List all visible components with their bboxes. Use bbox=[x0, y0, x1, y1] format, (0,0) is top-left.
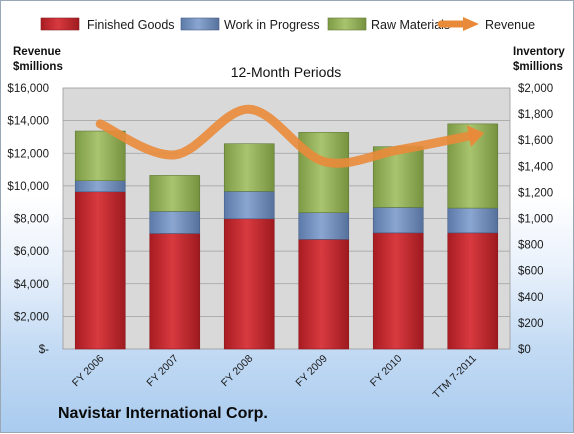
left-tick-label: $12,000 bbox=[7, 148, 49, 160]
right-tick-label: $1,000 bbox=[518, 214, 553, 226]
right-tick-label: $200 bbox=[518, 318, 544, 330]
company-name: Navistar International Corp. bbox=[58, 405, 268, 422]
x-tick-label: FY 2008 bbox=[219, 353, 256, 390]
legend-swatch-revenue bbox=[437, 17, 479, 31]
legend-label-raw-materials: Raw Materials bbox=[371, 18, 450, 32]
right-tick-label: $1,200 bbox=[518, 187, 553, 199]
right-tick-label: $1,600 bbox=[518, 135, 553, 147]
left-tick-label: $10,000 bbox=[7, 181, 49, 193]
revenue-line-path bbox=[95, 104, 478, 168]
left-axis-title-line1: Revenue bbox=[13, 46, 61, 58]
legend: Finished Goods Work in Progress Raw Mate… bbox=[40, 17, 535, 32]
bar-raw-materials-fy-2008 bbox=[223, 143, 275, 192]
x-tick-label: FY 2009 bbox=[293, 353, 330, 390]
revenue-arrowhead bbox=[466, 125, 485, 147]
revenue-line bbox=[95, 104, 485, 168]
left-axis-ticks: $- $2,000 $4,000 $6,000 $8,000 $10,000 $12,000… bbox=[7, 83, 49, 356]
bar-work-in-progress-fy-2010 bbox=[372, 207, 424, 234]
x-tick-label: FY 2010 bbox=[368, 353, 405, 390]
bar-work-in-progress-fy-2006 bbox=[74, 180, 126, 193]
legend-swatch-work-in-progress bbox=[180, 17, 220, 31]
right-tick-label: $2,000 bbox=[518, 83, 553, 95]
right-axis-title-line1: Inventory bbox=[513, 46, 565, 58]
bar-finished-goods-fy-2008 bbox=[223, 218, 275, 350]
left-tick-label: $6,000 bbox=[14, 246, 49, 258]
x-axis-ticks: FY 2006 FY 2007 FY 2008 FY 2009 FY 2010 TTM 7… bbox=[70, 353, 479, 401]
legend-label-revenue: Revenue bbox=[485, 18, 535, 32]
gridlines bbox=[63, 120, 510, 317]
left-tick-label: $2,000 bbox=[14, 311, 49, 323]
right-axis-title-line2: $millions bbox=[513, 61, 563, 73]
right-tick-label: $1,400 bbox=[518, 161, 553, 173]
left-tick-label: $14,000 bbox=[7, 116, 49, 128]
left-tick-label: $16,000 bbox=[7, 83, 49, 95]
right-tick-label: $400 bbox=[518, 292, 544, 304]
bar-finished-goods-fy-2009 bbox=[298, 239, 350, 350]
left-tick-label: $8,000 bbox=[14, 214, 49, 226]
bar-finished-goods-fy-2007 bbox=[149, 233, 201, 350]
legend-label-work-in-progress: Work in Progress bbox=[224, 18, 320, 32]
bar-finished-goods-fy-2006 bbox=[74, 191, 126, 350]
chart-title: 12-Month Periods bbox=[231, 64, 342, 80]
x-tick-label: TTM 7-2011 bbox=[430, 353, 478, 401]
bars bbox=[74, 123, 499, 350]
bar-raw-materials-fy-2009 bbox=[298, 132, 350, 213]
left-tick-label: $- bbox=[39, 344, 49, 356]
left-axis-title-line2: $millions bbox=[13, 61, 63, 73]
bar-finished-goods-fy-2010 bbox=[372, 232, 424, 350]
right-tick-label: $600 bbox=[518, 266, 544, 278]
x-tick-label: FY 2007 bbox=[144, 353, 181, 390]
x-tick-label: FY 2006 bbox=[70, 353, 107, 390]
right-tick-label: $0 bbox=[518, 344, 531, 356]
right-axis-ticks: $0 $200 $400 $600 $800 $1,000 $1,200 $1,400 $1,6… bbox=[518, 83, 553, 356]
bar-work-in-progress-fy-2009 bbox=[298, 212, 350, 240]
legend-swatch-raw-materials bbox=[327, 17, 367, 31]
right-tick-label: $1,800 bbox=[518, 109, 553, 121]
right-tick-label: $800 bbox=[518, 240, 544, 252]
left-tick-label: $4,000 bbox=[14, 279, 49, 291]
legend-swatch-finished-goods bbox=[40, 17, 80, 31]
legend-label-finished-goods: Finished Goods bbox=[87, 18, 175, 32]
bar-work-in-progress-ttm-7-2011 bbox=[447, 207, 499, 234]
bar-work-in-progress-fy-2007 bbox=[149, 211, 201, 234]
bar-raw-materials-fy-2006 bbox=[74, 130, 126, 181]
bar-finished-goods-ttm-7-2011 bbox=[447, 232, 499, 350]
bar-raw-materials-fy-2007 bbox=[149, 175, 201, 212]
bar-work-in-progress-fy-2008 bbox=[223, 191, 275, 220]
